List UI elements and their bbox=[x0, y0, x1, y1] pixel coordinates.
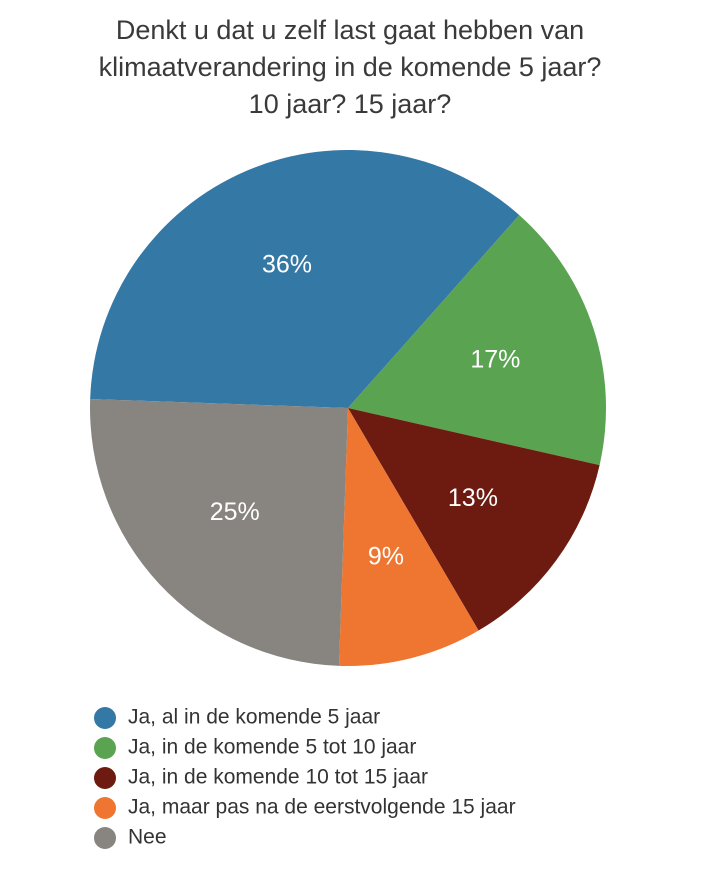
data-label: 17% bbox=[470, 345, 520, 373]
data-label: 25% bbox=[210, 498, 260, 526]
legend-label: Ja, al in de komende 5 jaar bbox=[128, 706, 380, 729]
legend-label: Ja, maar pas na de eerstvolgende 15 jaar bbox=[128, 796, 516, 819]
legend-marker bbox=[94, 767, 116, 789]
data-label: 9% bbox=[368, 543, 404, 571]
pie-slice bbox=[90, 149, 520, 408]
data-label: 13% bbox=[448, 484, 498, 512]
pie-slice bbox=[89, 398, 348, 666]
pie-slice bbox=[338, 408, 479, 666]
chart-title: Denkt u dat u zelf last gaat hebben van … bbox=[98, 15, 602, 119]
pie-slice bbox=[348, 408, 600, 631]
legend-label: Ja, in de komende 5 tot 10 jaar bbox=[128, 736, 416, 759]
legend-marker bbox=[94, 707, 116, 729]
legend-marker bbox=[94, 827, 116, 849]
data-label: 36% bbox=[262, 250, 312, 278]
legend-marker bbox=[94, 737, 116, 759]
legend-label: Nee bbox=[128, 826, 167, 849]
legend-label: Ja, in de komende 10 tot 15 jaar bbox=[128, 766, 428, 789]
pie-slice bbox=[348, 215, 606, 466]
legend-marker bbox=[94, 797, 116, 819]
